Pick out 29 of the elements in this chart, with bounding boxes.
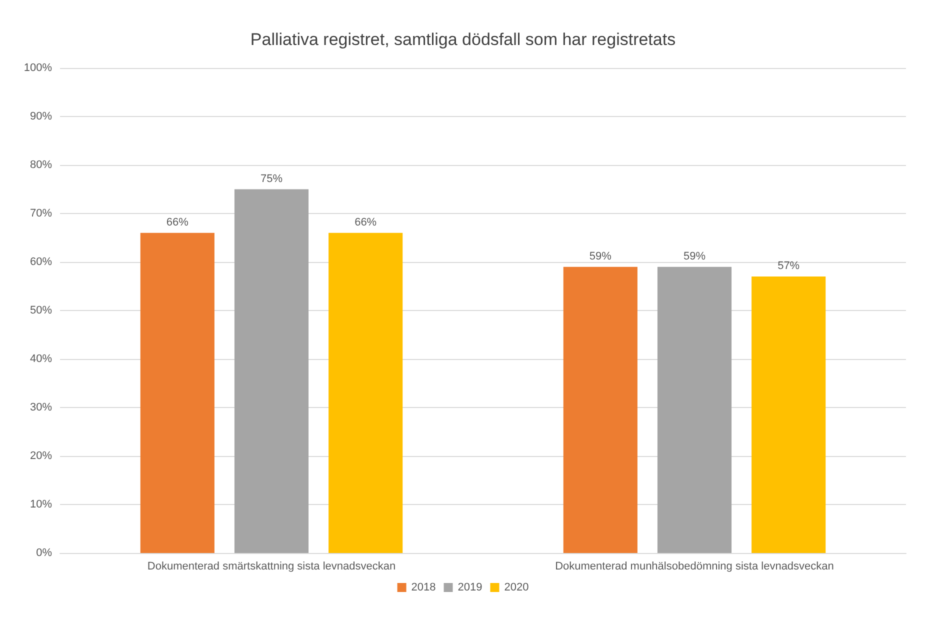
x-tick-label: Dokumenterad munhälsobedömning sista levnadsveckan: [555, 560, 834, 572]
bar: [140, 232, 214, 553]
bar: [234, 189, 309, 553]
x-tick-label: Dokumenterad smärtskattning sista levnadsveckan: [147, 560, 396, 572]
y-tick-label: 0%: [36, 547, 52, 559]
data-label: 66%: [166, 216, 189, 228]
bar: [752, 276, 826, 553]
bar: [657, 266, 732, 553]
y-tick-label: 20%: [30, 450, 52, 462]
y-tick-label: 90%: [30, 110, 52, 122]
chart-title: Palliativa registret, samtliga dödsfall som har registretats: [250, 30, 676, 49]
y-tick-label: 60%: [30, 256, 52, 268]
bar: [563, 266, 638, 553]
data-label: 59%: [683, 250, 706, 262]
data-label: 57%: [778, 260, 800, 272]
y-tick-label: 70%: [30, 208, 52, 220]
bar: [328, 232, 403, 553]
legend-label: 2018: [411, 582, 436, 594]
y-tick-label: 30%: [30, 402, 52, 414]
y-tick-label: 50%: [30, 304, 52, 316]
legend-label: 2020: [504, 582, 529, 594]
y-tick-label: 40%: [30, 353, 52, 365]
legend-label: 2019: [458, 582, 482, 594]
y-tick-label: 100%: [24, 62, 52, 74]
y-tick-label: 80%: [30, 159, 52, 171]
data-label: 66%: [354, 216, 377, 228]
y-tick-label: 10%: [30, 498, 52, 510]
data-label: 75%: [260, 172, 283, 185]
data-label: 59%: [589, 250, 612, 262]
